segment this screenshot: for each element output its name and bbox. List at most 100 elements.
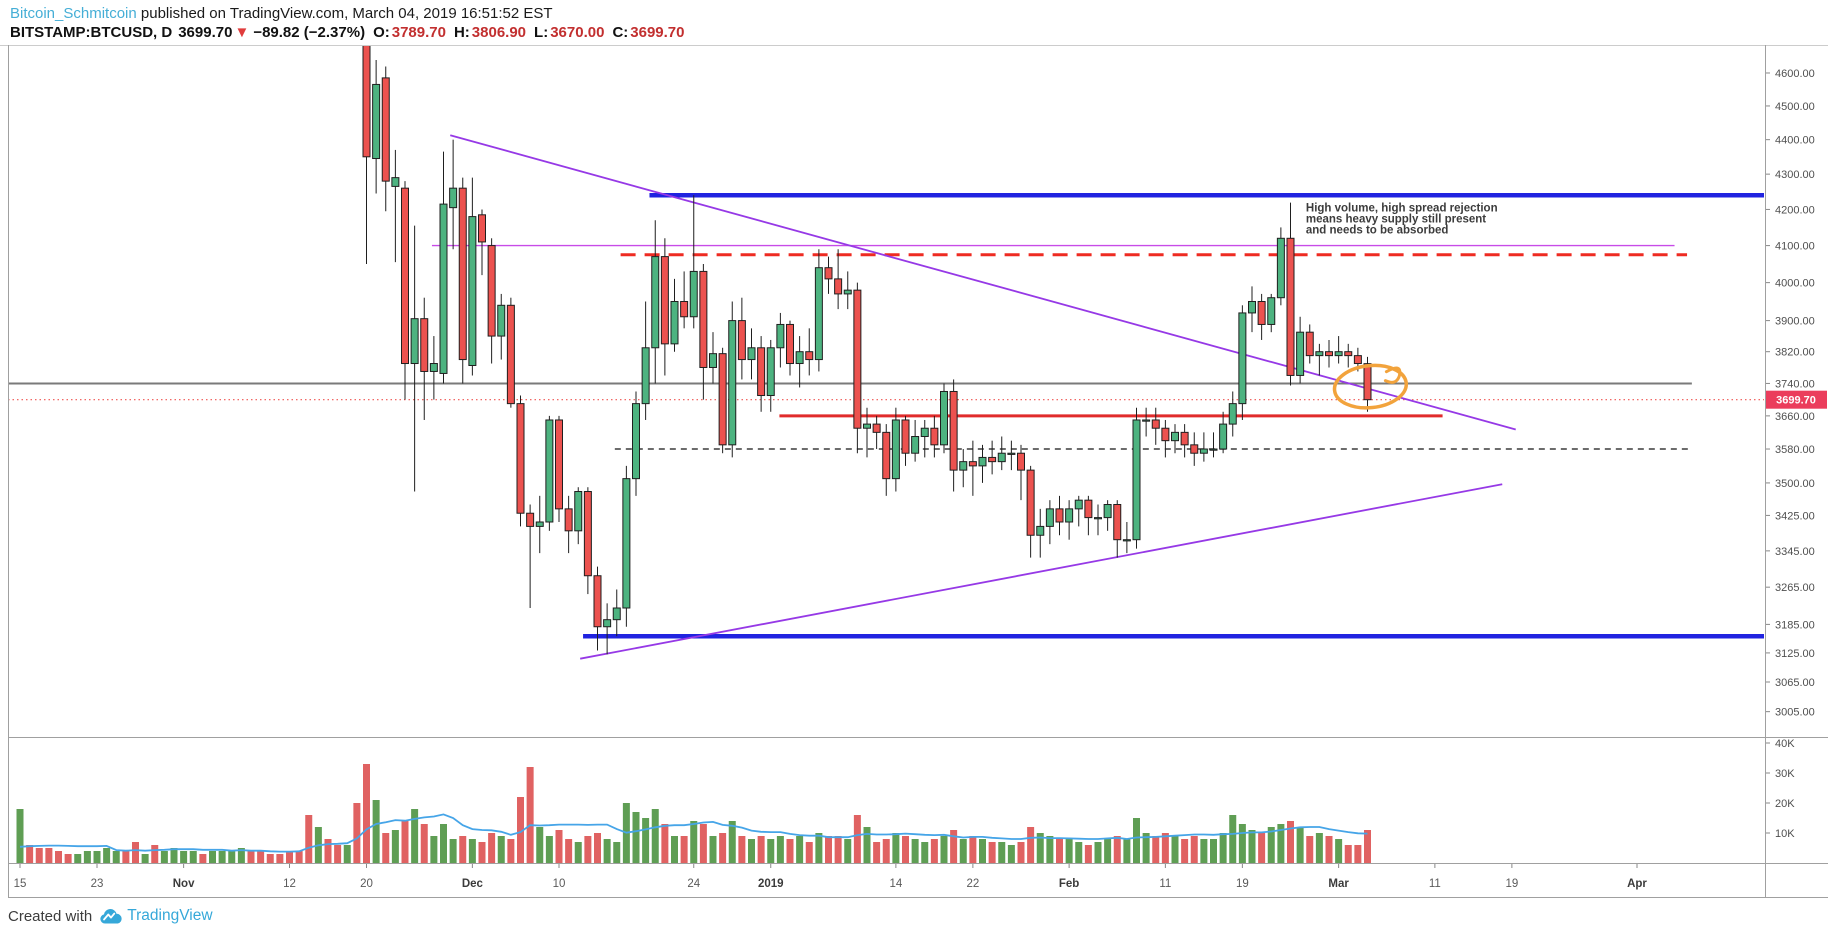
date-tick-label: 19 [1505, 878, 1518, 890]
author-link[interactable]: Bitcoin_Schmitcoin [10, 5, 137, 22]
volume-bar [921, 842, 929, 863]
candle-down [1161, 427, 1170, 442]
candle-up [920, 427, 929, 438]
volume-bar [401, 821, 409, 863]
volume-bar [651, 809, 659, 863]
volume-bar [180, 851, 188, 863]
candle-up [410, 318, 419, 365]
candle-up [1007, 452, 1016, 455]
candle-up [1248, 300, 1256, 314]
candle-up [1315, 351, 1324, 357]
volume-bar [844, 839, 852, 863]
candle-down [737, 320, 746, 361]
candle-down [526, 512, 535, 527]
candle-down [564, 508, 573, 532]
volume-bar [1056, 839, 1063, 863]
candle-down [824, 267, 833, 280]
volume-bar [93, 851, 101, 863]
candle-down [1180, 431, 1189, 446]
candle-up [1036, 525, 1045, 536]
date-tick-label: 14 [889, 878, 902, 890]
candle-up [1074, 499, 1083, 510]
candle-down [1026, 469, 1035, 536]
candle-up [1276, 237, 1285, 299]
volume-tick-label: 20K [1775, 798, 1795, 810]
volume-bar [1152, 836, 1160, 863]
candle-up [1132, 419, 1141, 541]
volume-bar [882, 839, 890, 863]
candle-up [1296, 331, 1305, 376]
volume-bar [449, 839, 457, 863]
price-tick-label: 3425.00 [1775, 510, 1815, 522]
candle-down [718, 353, 727, 446]
price-tick-label: 3500.00 [1775, 478, 1815, 490]
volume-bar [218, 851, 226, 863]
hand-drawn-ellipse [1332, 363, 1409, 410]
volume-bar [748, 839, 755, 863]
volume-bar [1007, 845, 1015, 863]
candle-down [506, 304, 515, 405]
volume-bar [545, 836, 553, 863]
candle-up [997, 452, 1006, 463]
volume-bar [440, 824, 447, 863]
candle-up [1094, 517, 1102, 520]
candle-down [1353, 355, 1362, 365]
volume-bar [719, 833, 727, 863]
date-tick-label: 20 [360, 878, 373, 890]
tradingview-brand-link[interactable]: TradingView [127, 907, 213, 924]
tradingview-logo-icon[interactable] [99, 908, 123, 925]
volume-bar [64, 854, 72, 863]
volume-bar [950, 830, 958, 863]
candle-up [689, 270, 698, 318]
price-tick-label: 3740.00 [1775, 378, 1815, 390]
candle-up [709, 353, 717, 368]
date-tick-label: 11 [1159, 878, 1171, 890]
price-tick-label: 3005.00 [1775, 707, 1815, 719]
ascending-trendline [580, 483, 1503, 660]
candle-down [1305, 331, 1314, 357]
volume-bar [642, 818, 650, 863]
volume-bar [16, 809, 24, 863]
symbol-line: BITSTAMP:BTCUSD, D 3699.70 ▼ −89.82 (−2.37%… [10, 23, 685, 42]
volume-bar [757, 836, 765, 863]
ellipse-arrow-curl [1383, 366, 1402, 384]
candle-down [680, 300, 689, 318]
candle-up [1199, 448, 1208, 454]
volume-bar [555, 830, 563, 863]
volume-bar [295, 851, 303, 863]
volume-bar [420, 824, 428, 863]
volume-bar [902, 836, 909, 863]
last-price-value: 3699.70 [178, 24, 233, 41]
volume-bar [517, 797, 524, 863]
volume-bar [1296, 827, 1304, 863]
candle-up [1142, 419, 1151, 422]
volume-bar [671, 836, 678, 863]
open-value: 3789.70 [391, 24, 446, 41]
volume-bar [363, 764, 370, 863]
volume-bar [160, 851, 168, 863]
candle-down [853, 289, 862, 429]
price-tick-label: 4200.00 [1775, 204, 1815, 216]
candle-up [641, 347, 650, 405]
volume-bar [1171, 836, 1179, 863]
candle-down [458, 187, 467, 361]
price-tick-label: 4500.00 [1775, 101, 1815, 113]
low-value: 3670.00 [550, 24, 605, 41]
date-tick-label: 10 [553, 878, 566, 890]
date-tick-label: 19 [1236, 878, 1249, 890]
candle-down [882, 431, 891, 480]
volume-bar [1075, 842, 1083, 863]
volume-bar [738, 836, 746, 863]
volume-bar [699, 824, 707, 863]
volume-bar [1354, 845, 1362, 863]
last-price-tag-label: 3699.70 [1776, 395, 1816, 407]
price-tick-label: 3125.00 [1775, 648, 1815, 660]
candle-up [911, 436, 920, 454]
volume-bar [228, 851, 236, 863]
candle-down [901, 419, 910, 454]
candle-up [612, 607, 621, 621]
volume-bar [1133, 818, 1140, 863]
volume-bar [55, 851, 62, 863]
